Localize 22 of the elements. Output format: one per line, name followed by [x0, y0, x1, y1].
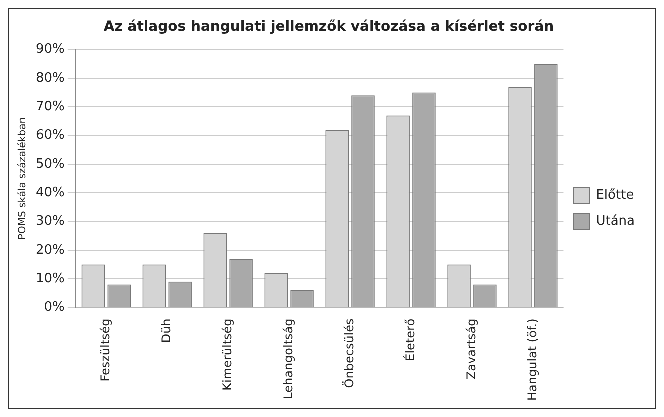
y-tick-label: 50%: [36, 156, 65, 172]
x-tick-label: Lehangoltság: [281, 318, 296, 400]
x-tick-label: Düh: [159, 318, 174, 344]
y-tick-label: 70%: [36, 99, 65, 114]
y-tick-label: 20%: [36, 242, 65, 258]
x-tick-label: Zavartság: [464, 318, 478, 380]
x-tick-label: Kimerültség: [220, 318, 234, 391]
y-tick-label: 0%: [44, 300, 65, 316]
y-tick-label: 10%: [36, 271, 65, 286]
legend-label: Utána: [596, 214, 636, 229]
x-tick-label: Életerő: [402, 318, 418, 362]
y-tick-label: 30%: [36, 214, 65, 230]
chart-title: Az átlagos hangulati jellemzők változása a kísérlet során: [104, 19, 554, 36]
x-tick-label: Hangulat (öf.): [525, 318, 540, 402]
y-tick-label: 60%: [36, 128, 65, 144]
y-tick-label: 80%: [36, 70, 65, 86]
y-axis-title: POMS skála százalékban: [18, 117, 29, 240]
legend-label: Előtte: [596, 188, 634, 203]
x-tick-label: Önbecsülés: [342, 318, 356, 388]
y-tick-label: 40%: [36, 185, 65, 200]
x-tick-label: Feszültség: [98, 318, 113, 382]
y-tick-label: 90%: [36, 42, 65, 58]
